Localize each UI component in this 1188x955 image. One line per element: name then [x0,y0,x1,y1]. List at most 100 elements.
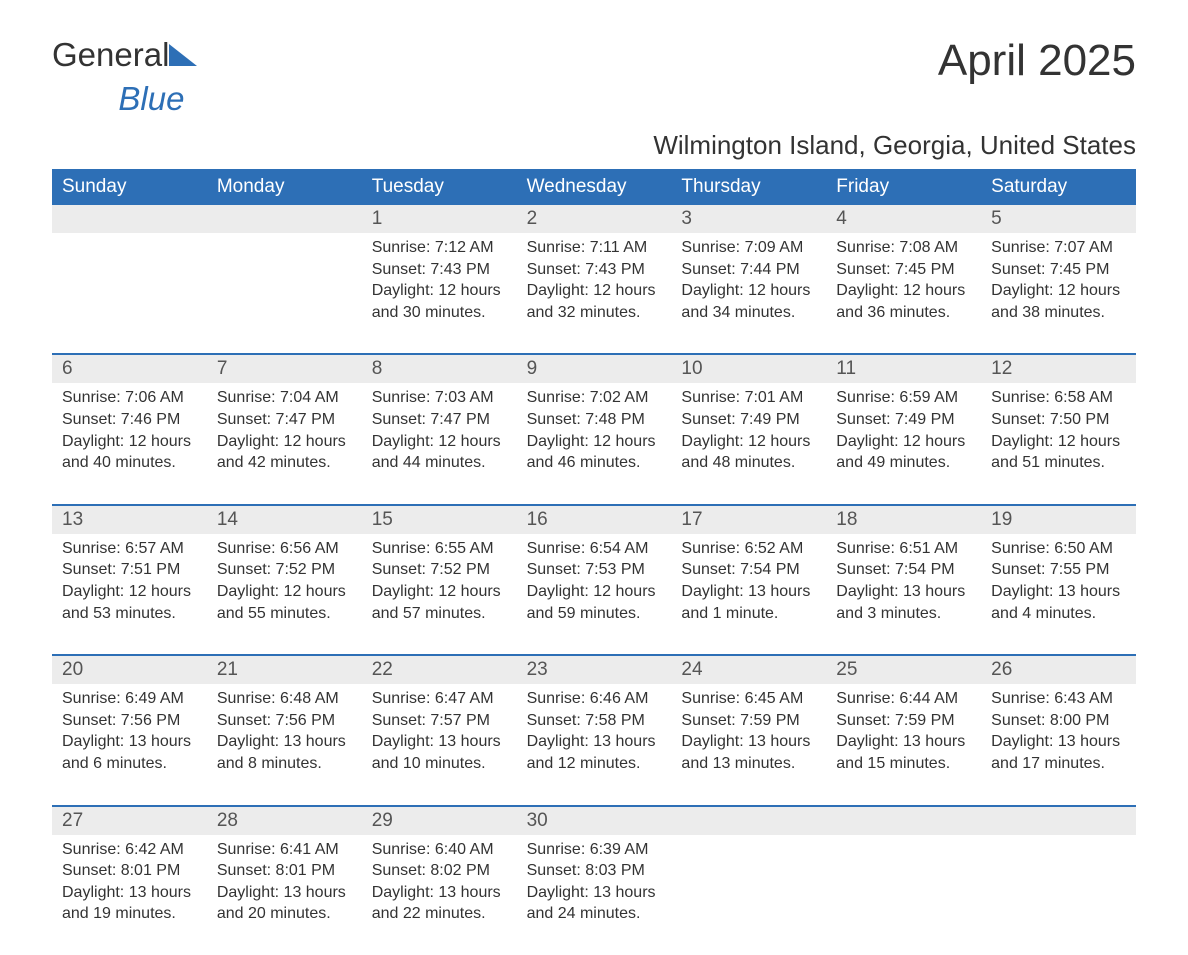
day-cell: Sunrise: 6:56 AMSunset: 7:52 PMDaylight:… [207,534,362,654]
day-day2: and 46 minutes. [527,452,662,474]
day-day1: Daylight: 13 hours [991,731,1126,753]
day-cell [207,233,362,353]
day-number [826,807,981,835]
day-day1: Daylight: 13 hours [217,882,352,904]
day-number: 11 [826,355,981,383]
day-sunrise: Sunrise: 6:44 AM [836,688,971,710]
day-day1: Daylight: 12 hours [62,581,197,603]
day-day2: and 42 minutes. [217,452,352,474]
day-day1: Daylight: 13 hours [527,731,662,753]
day-cell: Sunrise: 6:59 AMSunset: 7:49 PMDaylight:… [826,383,981,503]
day-day1: Daylight: 13 hours [836,731,971,753]
week-row: Sunrise: 6:57 AMSunset: 7:51 PMDaylight:… [52,534,1136,654]
day-sunrise: Sunrise: 7:09 AM [681,237,816,259]
day-sunset: Sunset: 7:49 PM [836,409,971,431]
day-day2: and 48 minutes. [681,452,816,474]
week-block: 13141516171819Sunrise: 6:57 AMSunset: 7:… [52,504,1136,654]
day-cell: Sunrise: 6:50 AMSunset: 7:55 PMDaylight:… [981,534,1136,654]
day-sunrise: Sunrise: 6:50 AM [991,538,1126,560]
day-number: 12 [981,355,1136,383]
day-sunset: Sunset: 7:56 PM [217,710,352,732]
day-day1: Daylight: 12 hours [681,280,816,302]
day-number: 26 [981,656,1136,684]
day-day1: Daylight: 12 hours [62,431,197,453]
day-cell: Sunrise: 7:07 AMSunset: 7:45 PMDaylight:… [981,233,1136,353]
day-number: 16 [517,506,672,534]
day-day1: Daylight: 13 hours [681,581,816,603]
day-sunrise: Sunrise: 6:40 AM [372,839,507,861]
day-day1: Daylight: 13 hours [372,731,507,753]
day-sunset: Sunset: 7:43 PM [527,259,662,281]
day-sunset: Sunset: 8:03 PM [527,860,662,882]
day-day1: Daylight: 12 hours [372,280,507,302]
week-row: Sunrise: 7:06 AMSunset: 7:46 PMDaylight:… [52,383,1136,503]
day-number: 18 [826,506,981,534]
day-number: 24 [671,656,826,684]
day-sunrise: Sunrise: 6:43 AM [991,688,1126,710]
day-sunrise: Sunrise: 7:12 AM [372,237,507,259]
day-day2: and 10 minutes. [372,753,507,775]
col-wednesday: Wednesday [517,169,672,205]
day-sunrise: Sunrise: 6:47 AM [372,688,507,710]
day-cell: Sunrise: 7:02 AMSunset: 7:48 PMDaylight:… [517,383,672,503]
day-day1: Daylight: 12 hours [527,581,662,603]
day-sunset: Sunset: 7:45 PM [991,259,1126,281]
day-sunset: Sunset: 7:51 PM [62,559,197,581]
calendar-body: 12345Sunrise: 7:12 AMSunset: 7:43 PMDayl… [52,205,1136,955]
day-day1: Daylight: 12 hours [527,280,662,302]
day-day1: Daylight: 13 hours [62,882,197,904]
day-number: 10 [671,355,826,383]
logo-text-2: Blue [118,80,184,118]
day-sunset: Sunset: 8:02 PM [372,860,507,882]
day-number [52,205,207,233]
day-number: 27 [52,807,207,835]
day-sunset: Sunset: 7:44 PM [681,259,816,281]
day-day2: and 4 minutes. [991,603,1126,625]
day-number: 28 [207,807,362,835]
day-sunset: Sunset: 7:54 PM [836,559,971,581]
day-cell: Sunrise: 7:03 AMSunset: 7:47 PMDaylight:… [362,383,517,503]
daynum-row: 20212223242526 [52,656,1136,684]
day-sunset: Sunset: 7:53 PM [527,559,662,581]
col-friday: Friday [826,169,981,205]
day-day2: and 1 minute. [681,603,816,625]
day-number: 7 [207,355,362,383]
day-sunset: Sunset: 7:54 PM [681,559,816,581]
day-sunrise: Sunrise: 7:06 AM [62,387,197,409]
day-day2: and 36 minutes. [836,302,971,324]
day-sunrise: Sunrise: 6:56 AM [217,538,352,560]
day-day2: and 40 minutes. [62,452,197,474]
col-sunday: Sunday [52,169,207,205]
day-cell: Sunrise: 6:48 AMSunset: 7:56 PMDaylight:… [207,684,362,804]
day-day2: and 53 minutes. [62,603,197,625]
day-number: 19 [981,506,1136,534]
day-sunset: Sunset: 7:46 PM [62,409,197,431]
day-day2: and 19 minutes. [62,903,197,925]
day-sunrise: Sunrise: 7:02 AM [527,387,662,409]
day-day1: Daylight: 13 hours [836,581,971,603]
day-day2: and 3 minutes. [836,603,971,625]
day-cell: Sunrise: 7:08 AMSunset: 7:45 PMDaylight:… [826,233,981,353]
day-sunrise: Sunrise: 6:46 AM [527,688,662,710]
day-number: 21 [207,656,362,684]
day-day1: Daylight: 12 hours [836,431,971,453]
day-number: 14 [207,506,362,534]
day-sunset: Sunset: 7:59 PM [836,710,971,732]
day-sunset: Sunset: 7:49 PM [681,409,816,431]
day-number [671,807,826,835]
day-number: 8 [362,355,517,383]
day-sunrise: Sunrise: 7:04 AM [217,387,352,409]
day-number: 6 [52,355,207,383]
day-cell: Sunrise: 6:45 AMSunset: 7:59 PMDaylight:… [671,684,826,804]
calendar: Sunday Monday Tuesday Wednesday Thursday… [52,169,1136,955]
day-sunset: Sunset: 8:01 PM [217,860,352,882]
day-number: 15 [362,506,517,534]
day-cell: Sunrise: 7:11 AMSunset: 7:43 PMDaylight:… [517,233,672,353]
day-sunrise: Sunrise: 7:03 AM [372,387,507,409]
day-day1: Daylight: 13 hours [681,731,816,753]
day-day2: and 44 minutes. [372,452,507,474]
day-cell: Sunrise: 6:44 AMSunset: 7:59 PMDaylight:… [826,684,981,804]
day-day1: Daylight: 13 hours [62,731,197,753]
day-day2: and 22 minutes. [372,903,507,925]
day-day1: Daylight: 12 hours [372,431,507,453]
